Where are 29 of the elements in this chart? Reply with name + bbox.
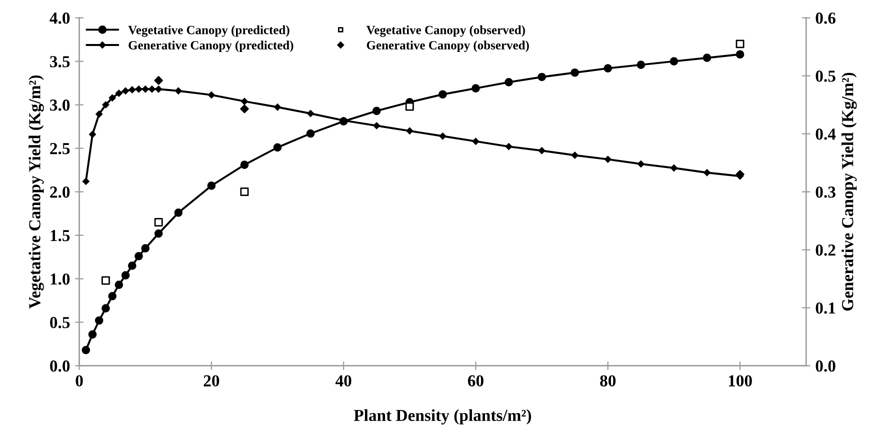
- y-tick-label: 2.5: [50, 143, 70, 154]
- y2-axis-title: Generative Canopy Yield (Kg/m²): [842, 72, 857, 311]
- y-tick-label: 3.5: [50, 56, 70, 68]
- y2-tick-label: 0.3: [816, 186, 836, 198]
- y2-tick-label: 0.1: [816, 302, 836, 314]
- y-tick-label: 3.0: [50, 100, 70, 111]
- y2-tick-label: 0.5: [816, 70, 836, 82]
- y-axis-title: Vegetative Canopy Yield (Kg/m²): [28, 75, 44, 309]
- legend-label: Vegetative Canopy (observed): [366, 25, 525, 37]
- y2-tick-label: 0.2: [816, 244, 836, 256]
- x-tick-label: 40: [335, 375, 352, 386]
- y-tick-label: 4.0: [50, 12, 70, 24]
- x-axis-title: Plant Density (plants/m²): [354, 409, 532, 424]
- y-tick-label: 1.5: [50, 230, 70, 242]
- x-tick-label: 20: [204, 375, 220, 386]
- y-tick-label: 2.0: [50, 186, 70, 198]
- y-tick-label: 0.5: [50, 316, 70, 328]
- y-tick-label: 0.0: [50, 360, 70, 372]
- legend-label: Generative Canopy (observed): [366, 40, 529, 52]
- x-tick-label: 0: [76, 375, 83, 386]
- x-tick-label: 100: [728, 375, 752, 386]
- legend-label: Vegetative Canopy (predicted): [128, 25, 290, 37]
- legend-label: Generative Canopy (predicted): [128, 40, 294, 52]
- y2-tick-label: 0.6: [816, 12, 836, 24]
- y2-tick-label: 0.0: [816, 360, 836, 372]
- y2-tick-label: 0.4: [816, 128, 836, 140]
- y-tick-label: 1.0: [50, 273, 70, 285]
- x-tick-label: 60: [468, 375, 484, 386]
- x-tick-label: 80: [600, 375, 616, 386]
